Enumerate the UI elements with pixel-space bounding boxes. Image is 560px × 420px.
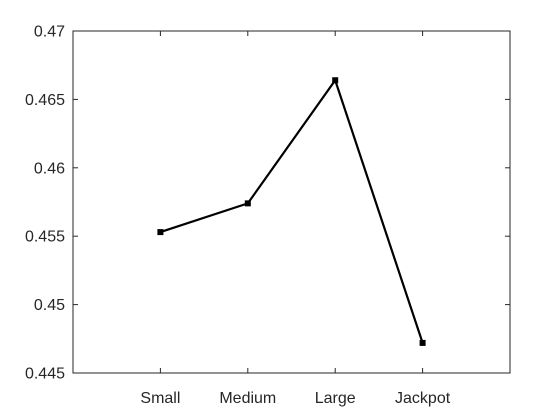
- x-tick-label: Large: [315, 390, 356, 407]
- plot-area-box: [72, 30, 511, 374]
- data-point: [419, 339, 426, 346]
- y-tick-label: 0.445: [25, 366, 65, 383]
- y-tick-label: 0.47: [34, 24, 65, 41]
- y-tick-label: 0.465: [25, 92, 65, 109]
- series-line: [160, 79, 424, 344]
- series-layer: [157, 77, 426, 346]
- y-axis-ticks: 0.445 0.45 0.455 0.46 0.465 0.47: [25, 24, 510, 383]
- data-point: [244, 200, 251, 207]
- data-point: [157, 229, 164, 236]
- x-tick-label: Small: [140, 390, 180, 407]
- y-tick-label: 0.455: [25, 229, 65, 246]
- x-tick-label: Medium: [219, 390, 276, 407]
- x-tick-label: Jackpot: [395, 390, 451, 407]
- data-point: [332, 77, 339, 84]
- x-axis-ticks: Small Medium Large Jackpot: [140, 31, 451, 407]
- y-tick-label: 0.45: [34, 297, 65, 314]
- y-tick-label: 0.46: [34, 160, 65, 177]
